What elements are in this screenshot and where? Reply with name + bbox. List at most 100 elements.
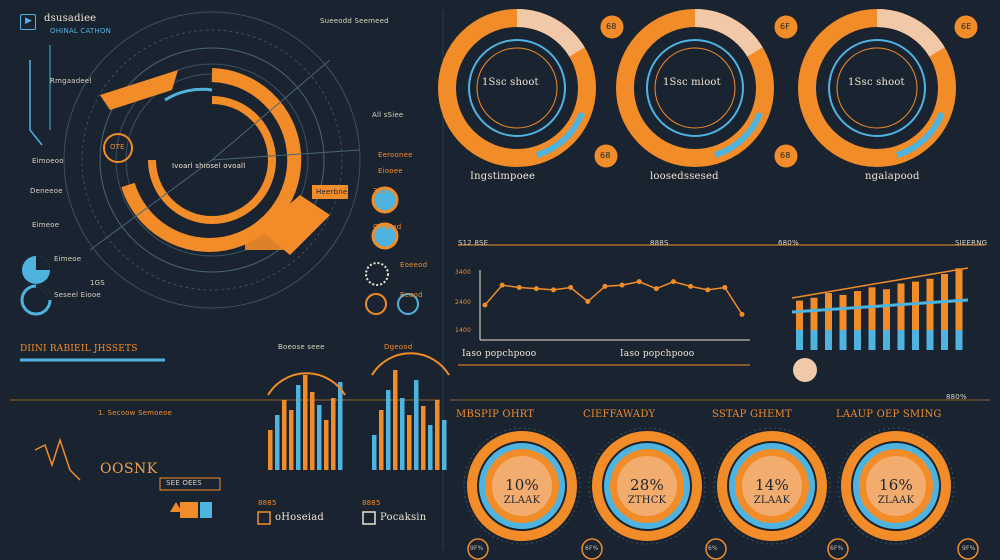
top-donut-seg-1 [516, 9, 585, 57]
side-label-1: Rmgaadeel [50, 77, 92, 85]
y-tick-1: 1400 [455, 327, 472, 334]
bar-footer: SIEERNG [955, 239, 988, 247]
ring-badge-4: 6F% [830, 545, 844, 552]
mini-label-4: Eeeod [400, 291, 423, 299]
y-tick-3: 3400 [455, 269, 472, 276]
vertical-bar-clusters [267, 352, 450, 470]
right-label-1: Sueeodd Seemeed [320, 17, 389, 25]
ring-dash-1 [463, 427, 581, 545]
donut-caption-3: ngalapood [865, 171, 920, 182]
y-tick-2: 2400 [455, 299, 472, 306]
cluster-b-bar-2 [379, 410, 384, 470]
donut-badge-top-2: 6F [780, 22, 791, 31]
cluster-a-bar-2 [275, 415, 280, 470]
cluster-b-bar-10 [435, 400, 440, 470]
ring-badge-3: 6% [708, 545, 718, 552]
play-icon[interactable]: ▶ [20, 14, 36, 30]
ring-outer-1 [467, 431, 577, 541]
ring-outer-3 [717, 431, 827, 541]
top-donut-accent-1 [536, 111, 585, 158]
donut-badge-circle-5 [773, 143, 799, 169]
left-title: dsusadiee [44, 13, 97, 24]
line-point-4 [533, 286, 539, 292]
trend-bar-base-4 [839, 330, 847, 350]
cluster-a-bar-3 [282, 400, 287, 470]
cluster-b-bar-6 [407, 415, 412, 470]
ring-badge-circle-2 [581, 538, 603, 560]
cluster-b-bar-5 [400, 398, 405, 470]
cluster-b-bar-8 [421, 406, 426, 470]
ring-title-3: SSTAP GHEMT [712, 409, 792, 420]
line-point-9 [619, 282, 625, 288]
trend-bar-4 [839, 294, 847, 350]
ring-badge-1: 9F% [470, 545, 484, 552]
ring-sub-2: ZTHCK [627, 495, 667, 506]
footer-label-a: oHoseiad [275, 512, 324, 523]
ring-center-4 [866, 456, 926, 516]
line-point-6 [568, 285, 574, 290]
cluster-b-bar-3 [386, 390, 391, 470]
ring-dash-2 [588, 427, 706, 545]
card-pct-a: 8885 [258, 499, 277, 507]
ring-title-1: MBSPIP OHRT [456, 409, 535, 420]
radar-center-label: Ivoarl shiosel ovoall [172, 162, 246, 170]
left-subtitle: OHINAL CATHON [50, 27, 112, 35]
donut-badge-circle-4 [593, 143, 619, 169]
line-point-8 [602, 283, 608, 289]
line-point-11 [653, 286, 659, 292]
mini-label-1: 3BS [373, 187, 388, 195]
line-footer-pct: 880% [946, 393, 967, 401]
bottom-left-big-text: OOSNK [100, 461, 158, 477]
donut-badge-bottom-2: 68 [780, 151, 791, 160]
trend-bar-11 [941, 274, 948, 350]
trend-bar-base-10 [926, 330, 934, 350]
trend-bar-base-6 [868, 330, 876, 350]
card-title-a: Boeose seee [278, 343, 325, 351]
trend-bar-7 [883, 289, 890, 350]
donut-badge-top-1: 68 [606, 22, 617, 31]
donut-badge-bottom-1: 68 [600, 151, 611, 160]
line-point-12 [670, 279, 676, 285]
trend-bar-chart [791, 267, 969, 382]
cluster-a-bar-8 [317, 405, 322, 470]
trend-bar-base-5 [854, 330, 861, 350]
mini-label-3: Eoeeod [400, 261, 428, 269]
line-legend-a: Iaso popchpooo [462, 349, 537, 359]
cluster-a-bar-5 [296, 385, 301, 470]
cluster-b-bar-11 [442, 420, 447, 470]
top-donut-core-2 [654, 47, 736, 129]
ring-badge-circle-4 [827, 538, 849, 560]
trend-line-orange [791, 267, 969, 299]
line-point-5 [551, 287, 557, 293]
top-donut-accent-2 [714, 111, 763, 158]
top-donut-seg-3 [876, 9, 945, 57]
trend-bar-6 [868, 287, 876, 350]
radar-tag-b: Heerbne [316, 188, 348, 196]
line-header-right: 680% [778, 239, 799, 247]
line-header-left: S12 8SE [458, 239, 489, 247]
cluster-a-bar-1 [268, 430, 273, 470]
cluster-b-bar-4 [393, 370, 398, 470]
top-donut-inner-2 [646, 39, 744, 137]
trend-bar-base-7 [883, 330, 890, 350]
trend-bar-9 [912, 281, 919, 350]
trend-bar-8 [897, 283, 905, 350]
cluster-b-bar-1 [372, 435, 377, 470]
radar-tag-a: OTE [110, 143, 125, 151]
footer-label-b: Pocaksin [380, 512, 427, 523]
ring-title-2: CIEFFAWADY [583, 409, 656, 420]
bottom-left-heading: DIINI RABIEIL JHSSETS [20, 344, 138, 354]
top-donut-core-3 [836, 47, 918, 129]
top-donut-row [438, 9, 979, 169]
side-label-7: 1GS [90, 279, 105, 287]
line-legend-b: Iaso popchpooo [620, 349, 695, 359]
ring-title-4: LAAUP OEP SMING [836, 409, 942, 420]
ring-badge-circle-1 [467, 538, 489, 560]
ring-pct-4: 16% [879, 476, 913, 494]
trend-bar-5 [854, 291, 861, 350]
line-point-7 [585, 299, 591, 304]
ring-badge-circle-3 [705, 538, 727, 560]
cluster-a-bar-4 [289, 410, 294, 470]
